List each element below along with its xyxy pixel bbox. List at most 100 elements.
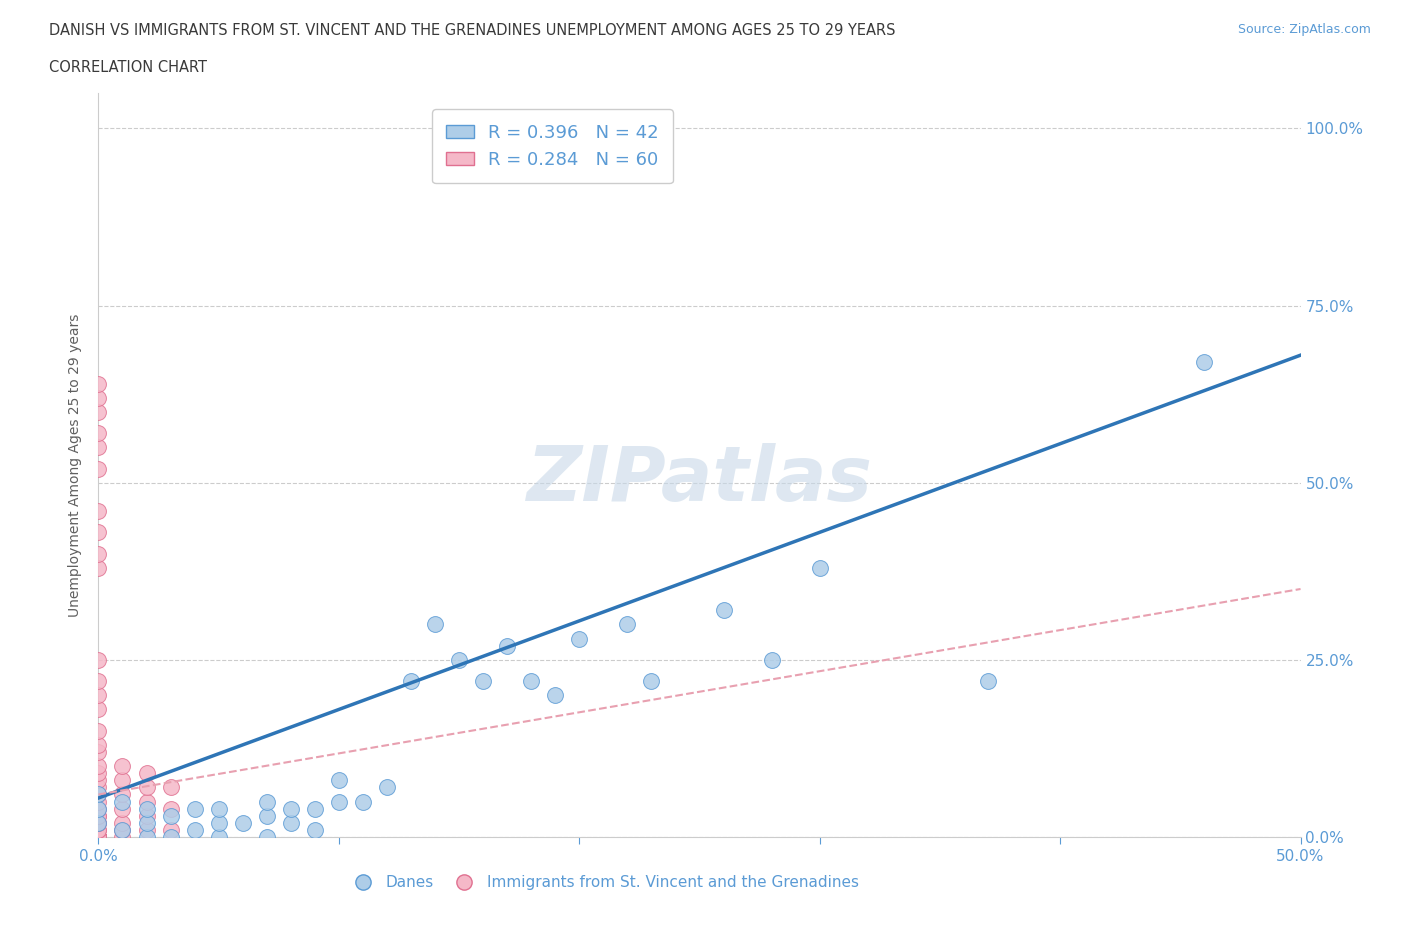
Point <box>423 617 446 631</box>
Point <box>87 830 110 844</box>
Point <box>87 802 110 817</box>
Text: ZIPatlas: ZIPatlas <box>526 443 873 517</box>
Point <box>208 816 231 830</box>
Point <box>616 617 638 631</box>
Point <box>496 638 519 653</box>
Point <box>87 787 110 802</box>
Point <box>87 830 110 844</box>
Point <box>761 653 783 668</box>
Point <box>280 802 302 817</box>
Point <box>135 816 157 830</box>
Point <box>159 830 181 844</box>
Point <box>520 673 543 688</box>
Point <box>111 822 134 837</box>
Point <box>87 426 110 441</box>
Point <box>159 808 181 823</box>
Point <box>472 673 495 688</box>
Point <box>87 808 110 823</box>
Point <box>87 816 110 830</box>
Point <box>713 603 735 618</box>
Point <box>159 780 181 795</box>
Point <box>111 787 134 802</box>
Point <box>304 802 326 817</box>
Point <box>111 822 134 837</box>
Point <box>159 802 181 817</box>
Point <box>87 830 110 844</box>
Point <box>87 673 110 688</box>
Point <box>640 673 662 688</box>
Point <box>87 830 110 844</box>
Point <box>87 405 110 419</box>
Point <box>87 759 110 774</box>
Point <box>808 560 831 575</box>
Point <box>977 673 1000 688</box>
Point <box>208 802 231 817</box>
Point <box>183 802 205 817</box>
Point <box>87 830 110 844</box>
Point <box>208 830 231 844</box>
Point <box>87 745 110 760</box>
Point <box>87 724 110 738</box>
Point <box>568 631 591 646</box>
Point <box>87 440 110 455</box>
Point <box>87 546 110 561</box>
Point <box>256 794 278 809</box>
Point <box>135 808 157 823</box>
Point <box>135 765 157 780</box>
Point <box>328 773 350 788</box>
Point <box>87 830 110 844</box>
Point <box>352 794 374 809</box>
Point <box>87 702 110 717</box>
Point <box>87 773 110 788</box>
Point <box>87 461 110 476</box>
Point <box>87 808 110 823</box>
Text: DANISH VS IMMIGRANTS FROM ST. VINCENT AND THE GRENADINES UNEMPLOYMENT AMONG AGES: DANISH VS IMMIGRANTS FROM ST. VINCENT AN… <box>49 23 896 38</box>
Legend: Danes, Immigrants from St. Vincent and the Grenadines: Danes, Immigrants from St. Vincent and t… <box>342 870 865 897</box>
Point <box>87 787 110 802</box>
Point <box>111 794 134 809</box>
Point <box>87 830 110 844</box>
Y-axis label: Unemployment Among Ages 25 to 29 years: Unemployment Among Ages 25 to 29 years <box>69 313 83 617</box>
Point <box>87 765 110 780</box>
Point <box>87 525 110 539</box>
Point <box>544 688 567 703</box>
Point <box>87 816 110 830</box>
Text: CORRELATION CHART: CORRELATION CHART <box>49 60 207 75</box>
Point <box>135 794 157 809</box>
Point <box>87 830 110 844</box>
Point <box>87 830 110 844</box>
Point <box>399 673 422 688</box>
Point <box>447 653 470 668</box>
Point <box>159 822 181 837</box>
Point <box>328 794 350 809</box>
Point <box>256 830 278 844</box>
Point <box>87 830 110 844</box>
Point <box>87 653 110 668</box>
Point <box>87 830 110 844</box>
Point <box>87 391 110 405</box>
Point <box>183 822 205 837</box>
Point <box>111 830 134 844</box>
Point <box>256 808 278 823</box>
Point <box>111 802 134 817</box>
Point <box>87 560 110 575</box>
Point <box>87 816 110 830</box>
Point <box>232 816 254 830</box>
Point <box>87 830 110 844</box>
Point <box>87 794 110 809</box>
Point <box>87 780 110 795</box>
Point <box>87 688 110 703</box>
Point <box>87 830 110 844</box>
Point <box>87 802 110 817</box>
Point <box>1194 355 1216 370</box>
Point <box>280 816 302 830</box>
Point <box>87 830 110 844</box>
Point <box>135 830 157 844</box>
Point <box>111 773 134 788</box>
Point <box>135 822 157 837</box>
Point <box>87 504 110 519</box>
Point <box>135 802 157 817</box>
Point <box>87 376 110 391</box>
Point <box>111 816 134 830</box>
Point <box>135 780 157 795</box>
